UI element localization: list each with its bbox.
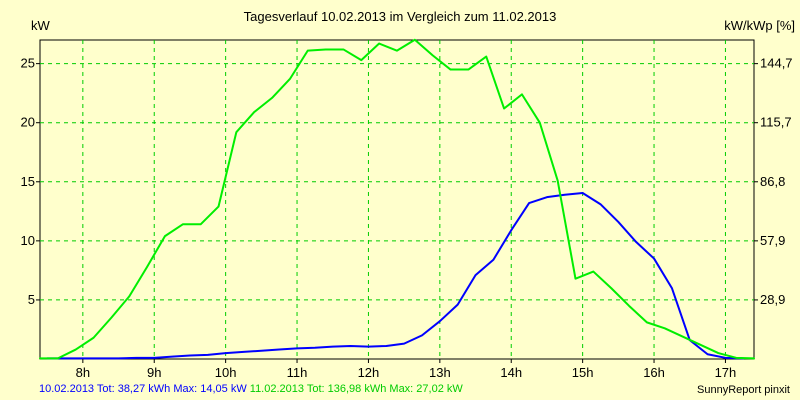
series-line-10-02-2013 — [46, 192, 745, 360]
left-tick-label: 5 — [28, 292, 35, 307]
x-axis-ticks: 8h 9h 10h 11h 12h 13h 14h 15h 16h 17h — [76, 359, 737, 380]
right-tick-label: 115,7 — [760, 115, 792, 130]
chart-title: Tagesverlauf 10.02.2013 im Vergleich zum… — [243, 9, 557, 24]
x-tick-label: 12h — [358, 365, 380, 380]
x-tick-label: 14h — [500, 365, 522, 380]
x-tick-label: 10h — [215, 365, 237, 380]
series-line-11-02-2013 — [39, 38, 755, 360]
x-tick-label: 16h — [643, 365, 665, 380]
x-tick-label: 9h — [147, 365, 161, 380]
left-axis-title: kW — [31, 18, 50, 33]
x-tick-label: 13h — [429, 365, 451, 380]
x-tick-label: 15h — [572, 365, 594, 380]
x-tick-label: 17h — [715, 365, 737, 380]
left-tick-label: 25 — [21, 56, 35, 71]
left-axis-ticks: 5 10 15 20 25 — [21, 56, 40, 307]
left-tick-label: 10 — [21, 233, 35, 248]
footer-brand: SunnyReport pinxit — [697, 384, 790, 396]
right-tick-label: 57,9 — [760, 233, 785, 248]
footer-summary: 10.02.2013 Tot: 38,27 kWh Max: 14,05 kW … — [39, 382, 463, 396]
right-axis-title: kW/kWp [%] — [724, 18, 795, 33]
right-axis-ticks: 28,9 57,9 86,8 115,7 144,7 — [754, 56, 793, 307]
footer-blue-summary: 10.02.2013 Tot: 38,27 kWh Max: 14,05 kW — [39, 383, 247, 395]
right-tick-label: 144,7 — [760, 56, 793, 71]
series-lines — [39, 38, 755, 360]
right-tick-label: 28,9 — [760, 292, 785, 307]
left-tick-label: 15 — [21, 174, 35, 189]
x-tick-label: 11h — [287, 365, 308, 380]
plot-area — [39, 39, 755, 360]
x-tick-label: 8h — [76, 365, 90, 380]
left-tick-label: 20 — [21, 115, 35, 130]
right-tick-label: 86,8 — [760, 174, 785, 189]
footer-green-summary: 11.02.2013 Tot: 136,98 kWh Max: 27,02 kW — [249, 383, 463, 395]
